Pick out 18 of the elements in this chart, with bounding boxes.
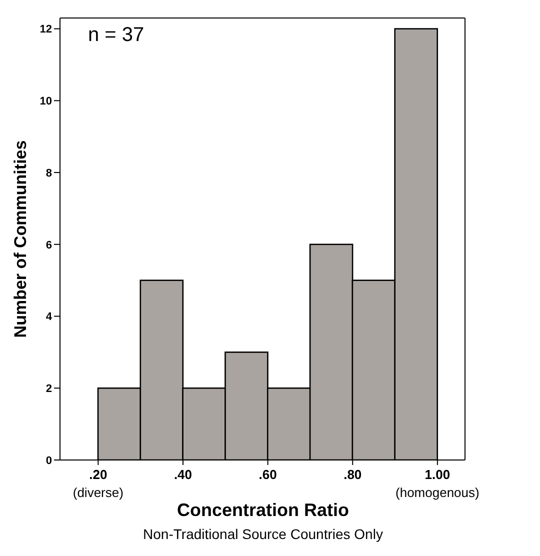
x-axis-title: Concentration Ratio [176, 500, 350, 521]
y-tick-label: 8 [46, 167, 52, 180]
text: Non-Traditional Source Countries Only [142, 526, 384, 542]
y-tick-label: 12 [40, 24, 52, 36]
x-tick-label: .40 [174, 467, 192, 482]
y-tick-label: 4 [46, 311, 53, 324]
text: (diverse) [72, 485, 124, 500]
x-tick-label: .60 [258, 467, 277, 482]
annotation: n = 37 [88, 24, 144, 47]
y-tick-label: 10 [40, 96, 52, 108]
x-tick-label: .80 [344, 467, 362, 482]
y-axis-title: Number of Communities [11, 140, 30, 338]
y-tick-label: 6 [46, 239, 52, 252]
x-tick-label: 1.00 [424, 467, 450, 482]
x-tick-label: .20 [89, 467, 108, 482]
y-tick-label: 0 [46, 454, 52, 467]
text: (homogenous) [396, 485, 480, 500]
y-tick-label: 2 [46, 383, 52, 396]
